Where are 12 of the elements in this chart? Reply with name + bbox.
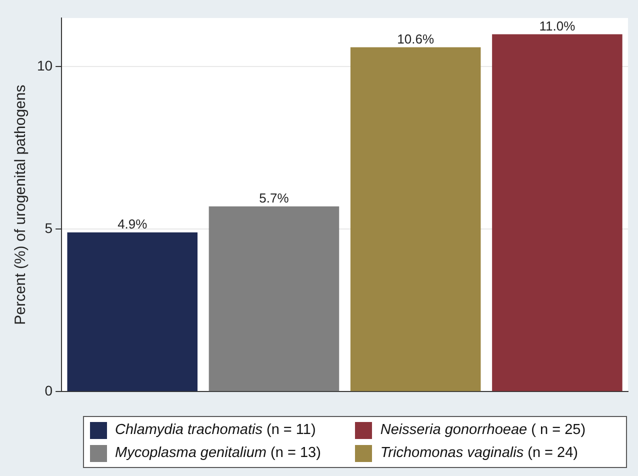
data-label: 11.0% [539,18,576,34]
y-tick-label: 10 [36,58,53,74]
y-tick-label: 0 [44,382,53,398]
legend-label: Trichomonas vaginalis (n = 24) [380,446,578,462]
y-tick-label: 5 [44,220,53,236]
data-label: 10.6% [397,31,434,46]
data-label: 4.9% [118,216,148,232]
legend-label: Chlamydia trachomatis (n = 11) [115,422,316,439]
y-axis-title: Percent (%) of urogenital pathogens [12,84,30,325]
legend-label: Mycoplasma genitalium (n = 13) [115,446,321,462]
data-label: 5.7% [259,190,290,206]
legend-label: Neisseria gonorrhoeae ( n = 25) [380,422,586,439]
